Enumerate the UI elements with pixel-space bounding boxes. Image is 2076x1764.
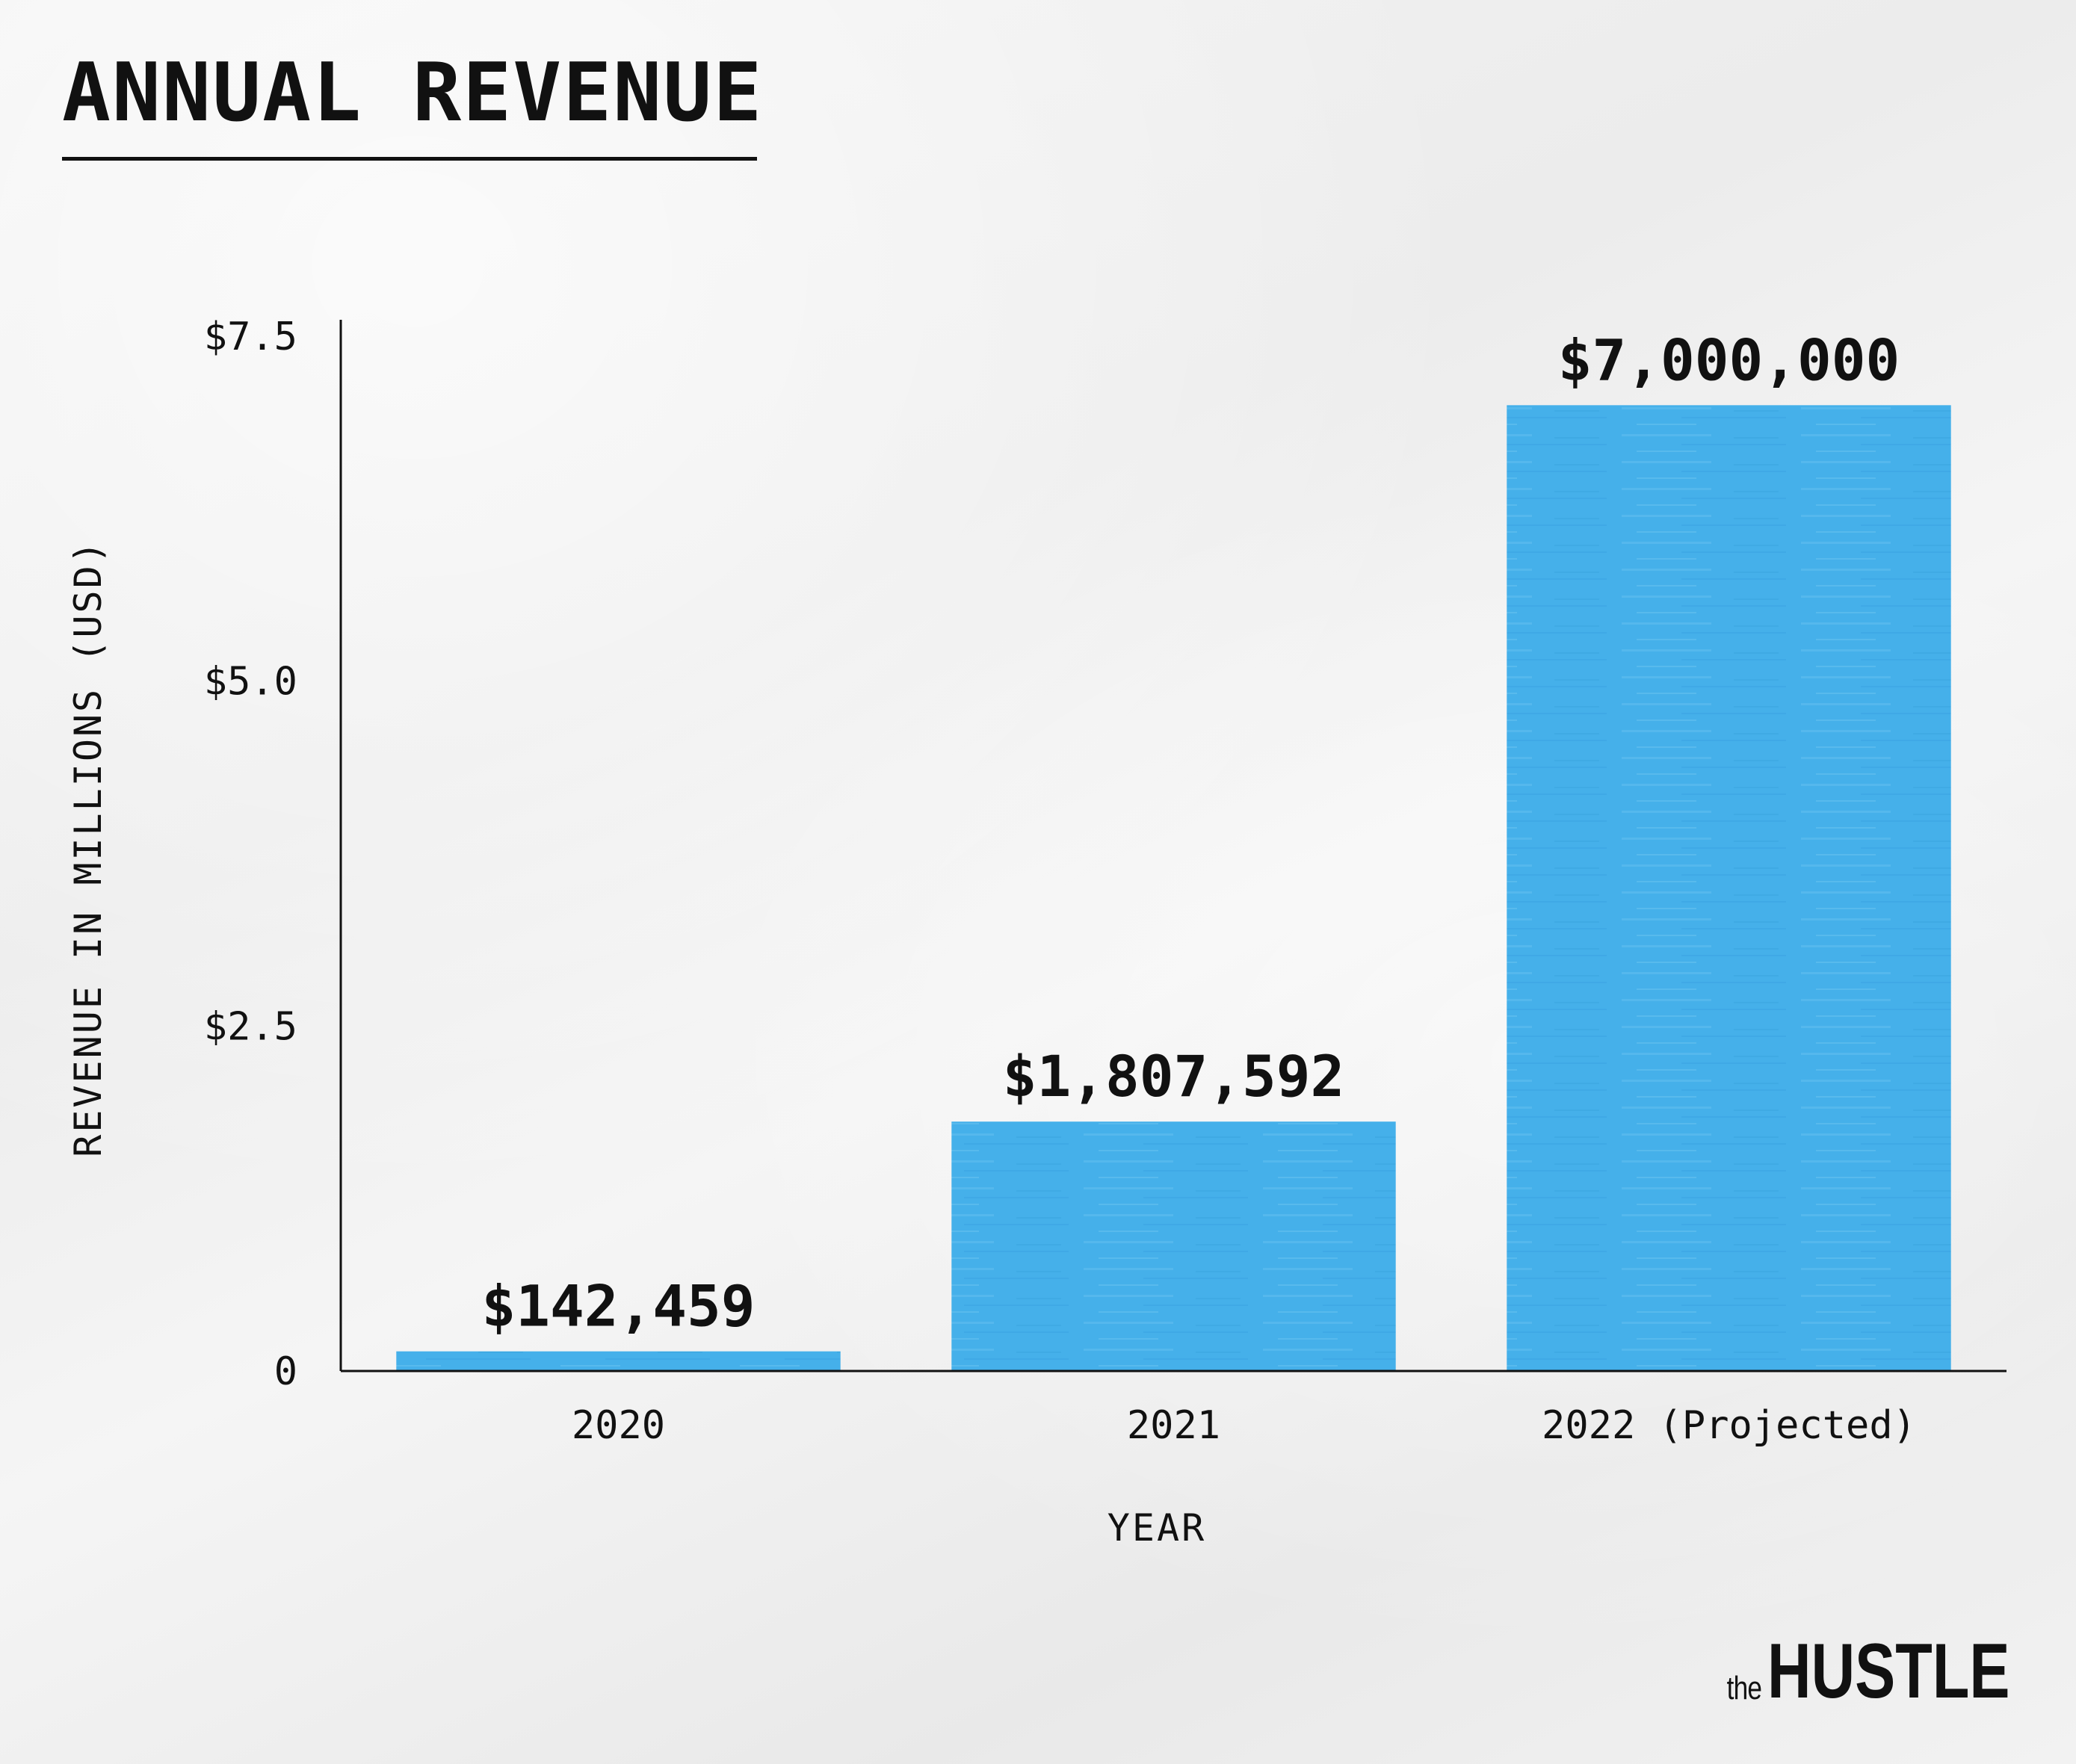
chart-title: ANNUAL REVENUE <box>62 46 764 140</box>
x-tick-label: 2021 <box>1127 1403 1220 1448</box>
y-tick-label: $2.5 <box>204 1004 297 1049</box>
y-tick-labels-group: 0 $2.5 $5.0 $7.5 <box>204 315 297 1394</box>
bar-2022 <box>1507 405 1951 1372</box>
y-tick-label: $7.5 <box>204 315 297 359</box>
x-tick-label: 2020 <box>572 1403 665 1448</box>
y-tick-label: 0 <box>274 1349 297 1394</box>
brand-logo: the HUSTLE <box>1718 1628 2015 1715</box>
brand-name: HUSTLE <box>1767 1628 2010 1715</box>
value-label-2022: $7,000,000 <box>1558 327 1900 393</box>
value-label-2020: $142,459 <box>481 1273 755 1340</box>
y-axis-label: REVENUE IN MILLIONS (USD) <box>67 539 110 1157</box>
x-axis-label: YEAR <box>1107 1506 1207 1550</box>
title-underline <box>62 157 757 161</box>
value-labels-group: $142,459 $1,807,592 $7,000,000 <box>481 327 1900 1339</box>
bar-2020 <box>396 1351 841 1371</box>
brand-prefix: the <box>1726 1670 1761 1706</box>
x-tick-label: 2022 (Projected) <box>1542 1403 1916 1448</box>
bar-2021 <box>951 1121 1396 1371</box>
value-label-2021: $1,807,592 <box>1003 1043 1345 1110</box>
bars-group <box>396 405 1951 1372</box>
x-tick-labels-group: 2020 2021 2022 (Projected) <box>572 1403 1916 1448</box>
y-tick-label: $5.0 <box>204 660 297 705</box>
